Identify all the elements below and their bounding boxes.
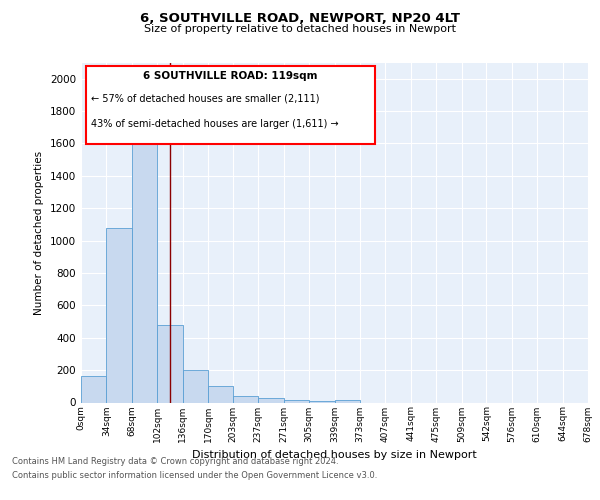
FancyBboxPatch shape [86,66,375,144]
Text: 6, SOUTHVILLE ROAD, NEWPORT, NP20 4LT: 6, SOUTHVILLE ROAD, NEWPORT, NP20 4LT [140,12,460,26]
Bar [81,376,106,402]
X-axis label: Distribution of detached houses by size in Newport: Distribution of detached houses by size … [192,450,477,460]
Bar [258,398,284,402]
Text: ← 57% of detached houses are smaller (2,111): ← 57% of detached houses are smaller (2,… [91,93,320,103]
Text: Contains HM Land Registry data © Crown copyright and database right 2024.: Contains HM Land Registry data © Crown c… [12,457,338,466]
Y-axis label: Number of detached properties: Number of detached properties [34,150,44,314]
Text: Contains public sector information licensed under the Open Government Licence v3: Contains public sector information licen… [12,471,377,480]
Bar [233,396,258,402]
Bar [182,370,208,402]
Bar [284,400,309,402]
Bar [106,228,132,402]
Text: Size of property relative to detached houses in Newport: Size of property relative to detached ho… [144,24,456,34]
Bar [309,401,335,402]
Bar [208,386,233,402]
Bar [157,325,182,402]
Text: 6 SOUTHVILLE ROAD: 119sqm: 6 SOUTHVILLE ROAD: 119sqm [143,71,318,81]
Bar [335,400,360,402]
Text: 43% of semi-detached houses are larger (1,611) →: 43% of semi-detached houses are larger (… [91,118,339,128]
Bar [132,140,157,402]
